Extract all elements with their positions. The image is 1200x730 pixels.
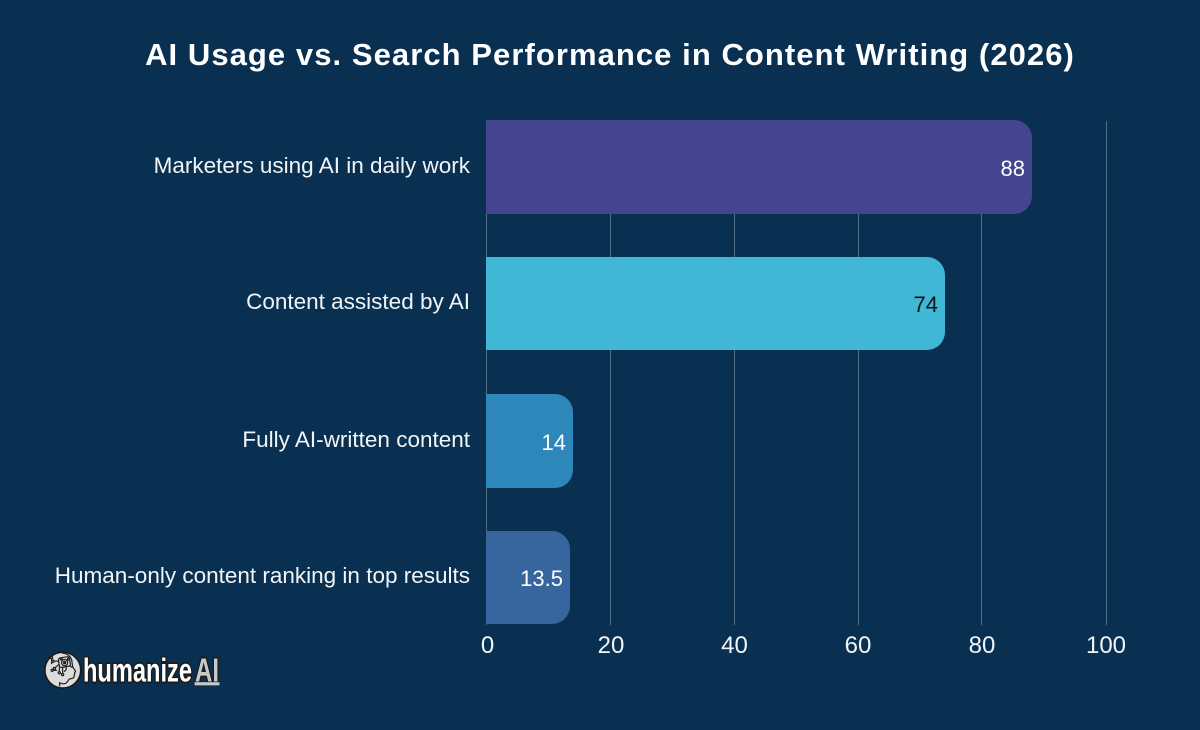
svg-text:humanize: humanize	[83, 652, 192, 689]
